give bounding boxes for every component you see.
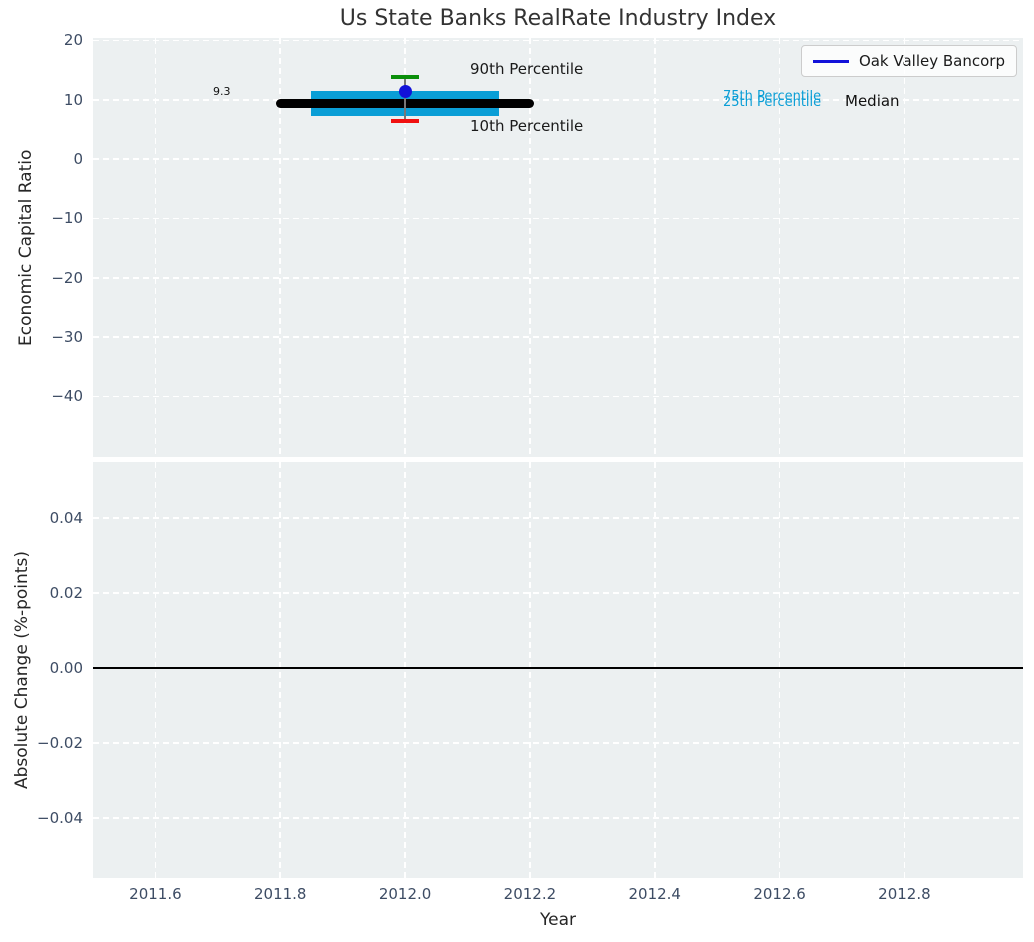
gridline xyxy=(529,462,531,878)
y-tick-label: 10 xyxy=(63,90,83,109)
y-tick-label: 0.04 xyxy=(49,509,83,528)
gridline xyxy=(529,38,531,457)
legend-label: Oak Valley Bancorp xyxy=(858,52,1005,70)
x-tick-label: 2011.8 xyxy=(253,885,307,903)
x-tick-label: 2012.0 xyxy=(378,885,432,903)
gridline xyxy=(93,39,1023,42)
whisker-line xyxy=(404,76,407,122)
x-axis-label: Year xyxy=(540,910,576,930)
gridline xyxy=(93,592,1023,594)
x-tick-label: 2012.8 xyxy=(878,885,931,903)
gridline xyxy=(653,38,656,457)
gridline xyxy=(93,517,1023,519)
gridline xyxy=(93,98,1023,101)
gridline xyxy=(93,395,1023,398)
gridline xyxy=(93,817,1023,819)
bottom-plot-area xyxy=(93,462,1023,878)
chart-title: Us State Banks RealRate Industry Index xyxy=(339,6,777,31)
y-tick-label: 0.00 xyxy=(49,659,83,678)
label-10th-percentile: 10th Percentile xyxy=(470,117,584,135)
top-plot-area: Oak Valley Bancorp 90th Percentile 10th P… xyxy=(93,38,1023,457)
gridline xyxy=(154,462,157,878)
gridline xyxy=(279,462,282,878)
label-90th-percentile: 90th Percentile xyxy=(470,60,584,78)
cap-10th-percentile xyxy=(391,119,420,124)
x-tick-label: 2011.6 xyxy=(129,885,182,903)
x-tick-label: 2012.6 xyxy=(753,885,806,903)
gridline xyxy=(93,158,1023,160)
y-tick-label: 0.02 xyxy=(49,584,83,603)
gridline xyxy=(903,462,906,878)
x-tick-label: 2012.4 xyxy=(628,885,681,903)
y-tick-label: −20 xyxy=(51,268,83,287)
gridline xyxy=(93,336,1023,338)
gridline xyxy=(778,462,781,878)
gridline xyxy=(154,38,157,457)
gridline xyxy=(653,462,656,878)
y-tick-label: −0.02 xyxy=(37,734,83,753)
x-tick-label: 2012.2 xyxy=(503,885,557,903)
zero-line xyxy=(93,667,1023,670)
gridline xyxy=(903,38,906,457)
y-tick-label: −40 xyxy=(51,387,83,406)
gridline xyxy=(93,217,1023,220)
label-median-value: 9.3 xyxy=(213,85,231,98)
legend-line-icon xyxy=(812,59,849,63)
gridline xyxy=(93,742,1023,744)
y-tick-label: −0.04 xyxy=(37,809,83,828)
y-tick-label: 0 xyxy=(73,150,83,169)
y-tick-label: −30 xyxy=(51,328,83,347)
label-75th-percentile: 75th Percentile xyxy=(723,89,822,104)
company-marker xyxy=(398,84,412,98)
gridline xyxy=(93,276,1023,279)
cap-90th-percentile xyxy=(391,74,420,79)
gridline xyxy=(279,38,282,457)
label-median: Median xyxy=(845,92,900,110)
gridline xyxy=(404,38,406,457)
legend: Oak Valley Bancorp xyxy=(800,45,1017,77)
gridline xyxy=(778,38,781,457)
y-tick-label: −10 xyxy=(51,209,83,228)
label-25th-percentile: 25th Percentile xyxy=(723,95,822,110)
gridline xyxy=(404,462,406,878)
y-tick-label: 20 xyxy=(63,31,83,50)
